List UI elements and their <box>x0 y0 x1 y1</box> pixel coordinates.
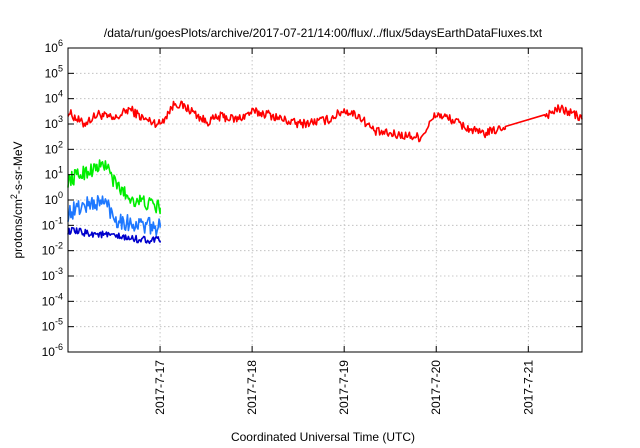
y-tick-label: 104 <box>45 89 63 106</box>
x-tick-label: 2017-7-19 <box>337 360 351 415</box>
y-tick-base: 10 <box>42 244 56 258</box>
y-tick-base: 10 <box>45 92 59 106</box>
series-line <box>67 100 583 143</box>
y-tick-base: 10 <box>45 117 59 131</box>
y-tick-base: 10 <box>45 41 59 55</box>
series-line <box>67 226 161 245</box>
y-tick-label: 100 <box>45 190 63 207</box>
y-tick-label: 105 <box>45 63 63 80</box>
x-tick-label: 2017-7-20 <box>429 360 443 415</box>
y-tick-exponent: 1 <box>58 165 63 175</box>
x-axis-label: Coordinated Universal Time (UTC) <box>231 430 415 444</box>
y-tick-base: 10 <box>45 66 59 80</box>
y-tick-base: 10 <box>42 345 56 359</box>
x-tick-label: 2017-7-21 <box>521 360 535 415</box>
y-tick-base: 10 <box>42 320 56 334</box>
y-tick-base: 10 <box>45 142 59 156</box>
y-label-sup: 2 <box>9 194 19 199</box>
y-tick-exponent: 6 <box>58 38 63 48</box>
y-axis: 10-610-510-410-310-210-11001011021031041… <box>42 38 582 359</box>
y-tick-base: 10 <box>42 294 56 308</box>
y-label-suffix: -s-sr-MeV <box>11 141 25 194</box>
y-tick-base: 10 <box>45 193 59 207</box>
grid <box>68 48 582 352</box>
y-tick-exponent: 0 <box>58 190 63 200</box>
y-tick-exponent: 3 <box>58 114 63 124</box>
y-tick-exponent: -3 <box>55 266 63 276</box>
x-axis: 2017-7-17 2017-7-18 2017-7-19 2017-7-20 2017… <box>153 48 535 415</box>
y-tick-label: 10-1 <box>42 215 63 232</box>
y-label-prefix: protons/cm <box>11 199 25 258</box>
y-tick-base: 10 <box>42 269 56 283</box>
series-line <box>67 195 161 237</box>
chart-title: /data/run/goesPlots/archive/2017-07-21/1… <box>104 26 543 40</box>
y-tick-label: 10-6 <box>42 342 63 359</box>
y-tick-exponent: -5 <box>55 317 63 327</box>
y-tick-exponent: -4 <box>55 291 63 301</box>
y-tick-exponent: 5 <box>58 63 63 73</box>
y-tick-exponent: -6 <box>55 342 63 352</box>
series-line <box>67 159 161 215</box>
y-tick-label: 106 <box>45 38 63 55</box>
y-tick-label: 103 <box>45 114 63 131</box>
y-tick-exponent: 2 <box>58 139 63 149</box>
x-tick-label: 2017-7-18 <box>245 360 259 415</box>
y-tick-base: 10 <box>45 168 59 182</box>
y-tick-exponent: 4 <box>58 89 63 99</box>
y-tick-exponent: -1 <box>55 215 63 225</box>
y-tick-label: 10-2 <box>42 241 63 258</box>
y-tick-label: 10-4 <box>42 291 63 308</box>
y-tick-label: 10-5 <box>42 317 63 334</box>
y-tick-label: 10-3 <box>42 266 63 283</box>
y-axis-label: protons/cm2-s-sr-MeV <box>9 141 25 258</box>
y-tick-exponent: -2 <box>55 241 63 251</box>
series-layer <box>67 100 583 245</box>
x-tick-label: 2017-7-17 <box>153 360 167 415</box>
y-tick-label: 101 <box>45 165 63 182</box>
y-tick-label: 102 <box>45 139 63 156</box>
y-tick-base: 10 <box>42 218 56 232</box>
